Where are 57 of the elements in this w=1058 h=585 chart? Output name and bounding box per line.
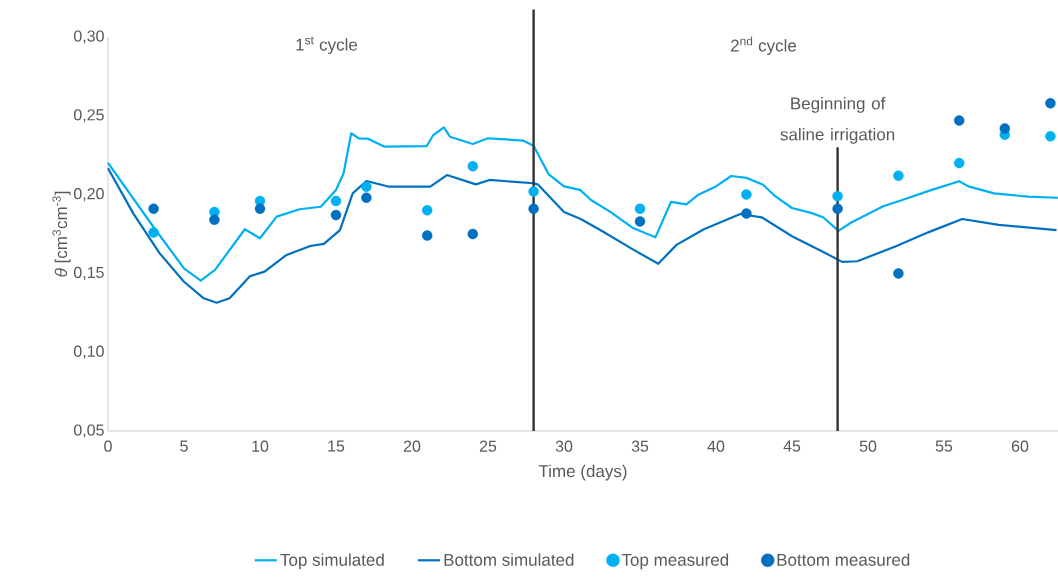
legend-label: Top measured [621, 553, 729, 570]
ref-line-label: Beginning of saline irrigation [780, 96, 895, 144]
point [954, 157, 965, 169]
point [1045, 131, 1056, 142]
point [467, 228, 478, 240]
point [741, 208, 752, 219]
y-tick-label: 0,15 [73, 266, 104, 281]
line-series [106, 167, 1058, 304]
line-series [106, 126, 1058, 282]
x-tick-label: 45 [783, 440, 801, 452]
point [254, 203, 266, 214]
point [330, 195, 342, 207]
x-tick-label: 40 [707, 440, 725, 452]
x-tick-label: 15 [328, 440, 345, 452]
point [634, 203, 646, 214]
point [467, 161, 478, 172]
point [330, 209, 342, 221]
y-tick-label: 0,20 [73, 187, 104, 202]
x-tick-label: 35 [631, 440, 649, 452]
point [1045, 97, 1056, 109]
point [148, 203, 159, 214]
y-axis-title: θ [cm$^{3}$cm$^{-3}$] [52, 191, 71, 277]
point [528, 203, 539, 214]
y-tick-label: 0,10 [73, 345, 104, 359]
point [422, 230, 433, 241]
point [528, 186, 539, 197]
annotation: 1$^{st}$ cycle [296, 36, 358, 55]
point [832, 203, 843, 214]
y-tick-label: 0,30 [73, 30, 104, 44]
annotation: 2$^{nd}$ cycle [731, 36, 797, 55]
point [954, 115, 965, 126]
point [741, 189, 752, 200]
x-tick-label: 55 [935, 440, 953, 452]
point [634, 216, 646, 227]
legend-label: Top simulated [280, 553, 384, 570]
point [361, 181, 372, 192]
legend-label: Bottom measured [777, 553, 910, 566]
x-tick-label: 30 [555, 440, 573, 452]
x-tick-label: 60 [1011, 440, 1029, 452]
point [893, 268, 904, 279]
y-tick-label: 0,25 [73, 109, 104, 123]
x-tick-label: 50 [859, 440, 877, 452]
legend-label: Bottom simulated [444, 553, 574, 566]
x-tick-label: 10 [252, 440, 269, 452]
y-tick-label: 0,05 [73, 424, 104, 438]
x-tick-label: 0 [104, 440, 112, 452]
x-tick-label: 25 [479, 440, 497, 452]
x-axis-title: Time (days) [538, 464, 627, 481]
point [832, 190, 843, 202]
x-tick-label: 5 [180, 440, 188, 452]
point [361, 192, 372, 203]
point [422, 205, 433, 216]
point [148, 227, 159, 238]
point [893, 170, 904, 181]
point [999, 123, 1011, 134]
x-tick-label: 20 [403, 440, 421, 452]
point [209, 214, 220, 226]
